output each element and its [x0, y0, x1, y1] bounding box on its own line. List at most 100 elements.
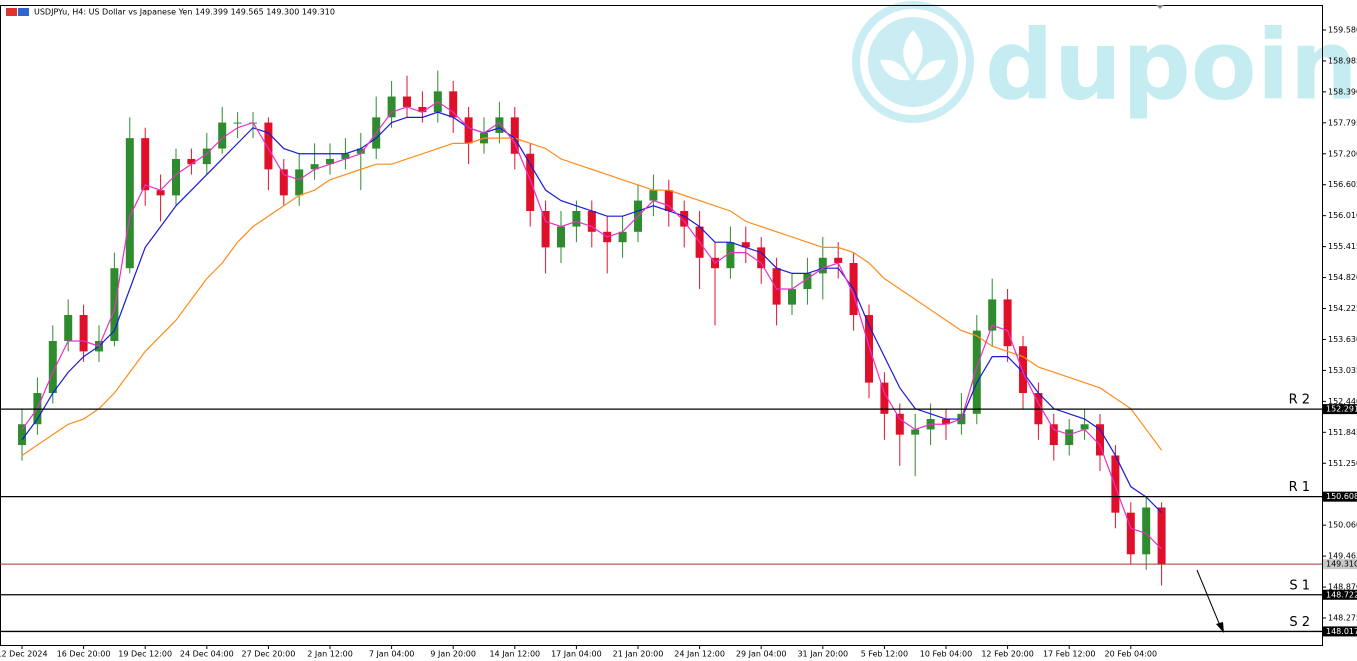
candle-body	[48, 341, 57, 394]
level-value-box	[1323, 404, 1357, 415]
moving-average	[21, 101, 1163, 550]
level-value: 152.291	[1326, 405, 1357, 414]
candle-body	[1126, 512, 1135, 555]
candle-body	[356, 148, 365, 154]
x-tick-label: 14 Jan 12:00	[489, 650, 540, 659]
candle-body	[279, 169, 288, 196]
y-tick-label: 151.250	[1328, 459, 1357, 468]
x-tick-label: 9 Jan 20:00	[430, 650, 476, 659]
x-tick-label: 20 Feb 04:00	[1105, 650, 1157, 659]
y-tick-label: 155.415	[1328, 242, 1357, 251]
candle-body	[834, 257, 843, 263]
candle-body	[310, 164, 319, 170]
candle-body	[295, 169, 304, 196]
level-value-box	[1323, 589, 1357, 600]
candle-body	[526, 153, 535, 211]
level-name: R 2	[1289, 393, 1310, 408]
x-tick-label: 16 Dec 20:00	[57, 650, 111, 659]
moving-average	[21, 111, 1163, 514]
y-tick-label: 158.390	[1328, 87, 1357, 96]
level-value: 148.017	[1326, 627, 1357, 636]
y-tick-label: 157.200	[1328, 149, 1357, 158]
y-tick-label: 154.225	[1328, 304, 1357, 313]
symbol-icon	[18, 8, 29, 16]
candle-body	[680, 210, 689, 227]
candle-body	[172, 158, 180, 196]
y-tick-label: 149.465	[1328, 552, 1357, 561]
x-tick-label: 24 Dec 04:00	[180, 650, 234, 659]
y-tick-label: 156.010	[1328, 211, 1357, 220]
candle-body	[1019, 346, 1027, 394]
watermark-logo	[852, 1, 974, 123]
candle-body	[341, 153, 350, 159]
candle-body	[788, 289, 796, 305]
candle-body	[233, 122, 242, 124]
candle-body	[387, 96, 396, 118]
candle-body	[911, 429, 920, 435]
y-tick-label: 159.580	[1328, 25, 1357, 34]
candle-body	[79, 315, 88, 352]
level-value: 148.722	[1326, 590, 1357, 599]
symbol-icon	[6, 8, 17, 16]
price-label: 149.310	[1326, 560, 1357, 569]
candle-body	[803, 273, 812, 290]
candle-body	[1096, 424, 1104, 456]
candle-body	[1111, 455, 1120, 513]
candle-body	[464, 117, 473, 144]
level-name: S 1	[1289, 578, 1310, 593]
candle-body	[1049, 424, 1058, 446]
candle-body	[449, 91, 458, 118]
candle-body	[865, 315, 873, 383]
candle-body	[741, 242, 750, 248]
candle-body	[1142, 507, 1151, 555]
candle-body	[510, 117, 519, 154]
candle-body	[772, 268, 781, 305]
candle-body	[1080, 424, 1089, 430]
level-name: R 1	[1289, 480, 1310, 495]
x-tick-label: 5 Feb 12:00	[861, 650, 908, 659]
x-tick-label: 12 Dec 2024	[0, 650, 48, 659]
moving-average	[21, 137, 1163, 456]
candle-body	[618, 231, 627, 243]
candle-body	[264, 122, 273, 170]
candle-body	[1157, 507, 1166, 565]
x-tick-label: 17 Feb 12:00	[1043, 650, 1095, 659]
level-value-box	[1323, 491, 1357, 502]
candle-body	[895, 413, 904, 435]
candle-body	[218, 122, 227, 149]
y-tick-label: 150.060	[1328, 521, 1357, 530]
candle-body	[326, 158, 334, 165]
x-tick-label: 24 Jan 12:00	[674, 650, 725, 659]
candle-body	[202, 148, 211, 165]
candle-body	[726, 242, 735, 269]
x-tick-label: 27 Dec 20:00	[241, 650, 295, 659]
candle-body	[125, 138, 134, 269]
level-value: 150.608	[1326, 492, 1357, 501]
forecast-arrow	[1196, 569, 1224, 633]
x-tick-label: 17 Jan 04:00	[551, 650, 602, 659]
price-label-box	[1323, 559, 1357, 570]
level-value-box	[1323, 626, 1357, 637]
candle-body	[587, 210, 596, 232]
shift-marker	[1156, 5, 1164, 9]
x-tick-label: 29 Jan 04:00	[736, 650, 787, 659]
y-tick-label: 151.845	[1328, 428, 1357, 437]
candle-body	[664, 190, 673, 211]
x-tick-label: 21 Jan 20:00	[613, 650, 664, 659]
x-tick-label: 12 Feb 20:00	[981, 650, 1033, 659]
plot-frame	[0, 5, 1323, 646]
level-name: S 2	[1289, 615, 1310, 630]
x-tick-label: 19 Dec 12:00	[118, 650, 172, 659]
chart-title: USDJPYu, H4: US Dollar vs Japanese Yen 1…	[34, 8, 335, 17]
candle-body	[156, 190, 165, 196]
candle-body	[418, 106, 427, 113]
y-tick-label: 148.275	[1328, 614, 1357, 623]
candle-body	[557, 226, 565, 248]
y-tick-label: 154.820	[1328, 273, 1357, 282]
candle-body	[64, 315, 73, 342]
candle-body	[572, 210, 581, 227]
candle-body	[972, 330, 981, 414]
y-tick-label: 152.440	[1328, 397, 1357, 406]
y-tick-label: 153.035	[1328, 366, 1357, 375]
